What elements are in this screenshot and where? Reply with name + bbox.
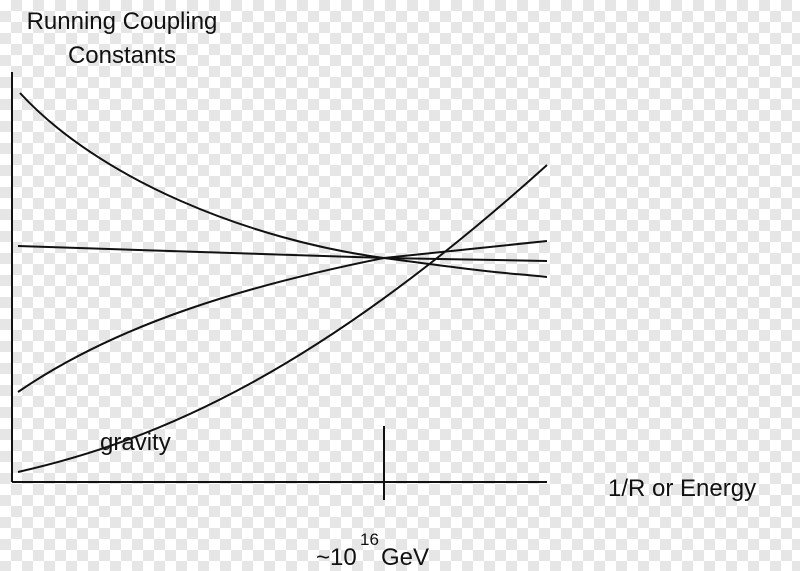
coupling-curve [17,240,548,393]
marker-exponent: 16 [360,530,379,549]
coupling-curve [17,245,548,262]
curves [11,72,548,500]
gravity-curve [17,164,548,473]
curve-label: gravity [100,429,171,456]
title-line: Constants [68,42,176,69]
marker-prefix: ~10 [316,544,357,571]
x-axis-label: 1/R or Energy [608,475,756,502]
coupling-curve [19,92,548,278]
marker-unit: GeV [381,544,429,571]
title-line: Running Coupling [27,8,218,35]
